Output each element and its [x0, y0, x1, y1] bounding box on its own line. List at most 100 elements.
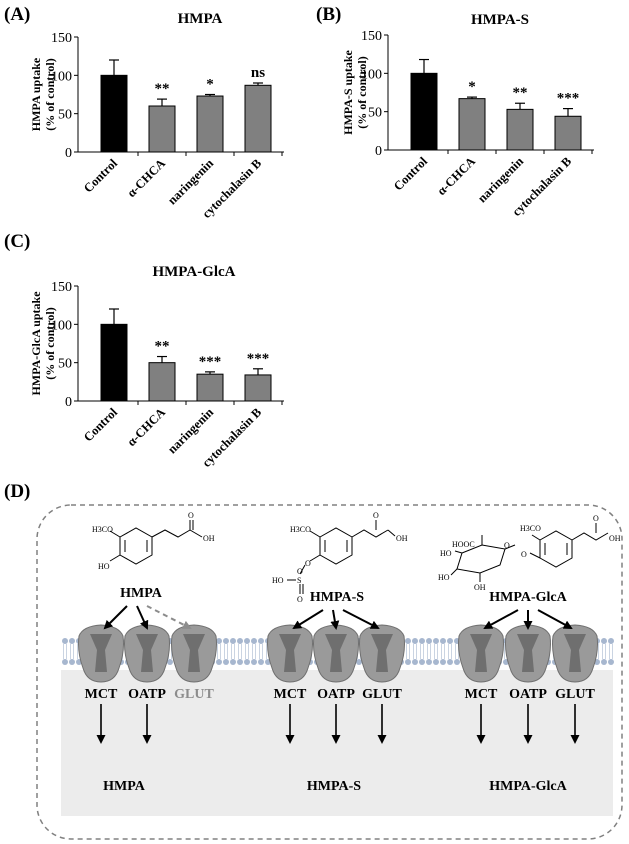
- lipid-head: [447, 638, 453, 644]
- transporter-glut: [359, 624, 405, 683]
- transporter-channel: [90, 634, 112, 672]
- transport-arrows: [96, 605, 580, 744]
- hmpa-s-name: HMPA-S: [310, 590, 364, 605]
- transporter-labels: MCT OATP GLUT MCT OATP GLUT MCT OATP GLUT: [85, 687, 596, 702]
- bar: [148, 362, 176, 402]
- bar: [100, 323, 128, 402]
- significance-label: *: [468, 79, 476, 95]
- chart-hmpa-glca: HMPA-GlcA 0 50 100 150 HMPA-GlcA uptake (% of …: [29, 264, 284, 470]
- lipid-head: [230, 659, 236, 665]
- significance-label: ns: [251, 65, 265, 81]
- lipid-head: [433, 638, 439, 644]
- hmpa-glca-label-ho2: HO: [438, 573, 450, 582]
- hmpa-glca-label-o-ring: O: [504, 541, 510, 550]
- significance-label: **: [155, 339, 170, 355]
- y-axis-label-units: (% of control): [43, 307, 57, 379]
- panel-label-d: (D): [4, 481, 30, 502]
- significance-label: ***: [199, 354, 222, 370]
- lipid-head: [230, 638, 236, 644]
- hmpa-glca-label-oh2: OH: [609, 534, 621, 543]
- transporter-channel: [564, 634, 586, 672]
- significance-label: ***: [247, 351, 270, 367]
- lipid-head: [69, 638, 75, 644]
- hmpa-s-label-s: S: [297, 576, 301, 585]
- transporter-channel: [183, 634, 205, 672]
- hmpa-structure: [109, 520, 203, 565]
- hmpa-label-och3: H3CO: [92, 525, 113, 534]
- lipid-head: [608, 659, 614, 665]
- transporter-label: GLUT: [555, 687, 595, 702]
- transporter-oatp: [313, 624, 359, 683]
- bar: [148, 105, 176, 153]
- lipid-head: [167, 659, 173, 665]
- lipid-head: [258, 638, 264, 644]
- x-tick-label: α-CHCA: [124, 405, 168, 449]
- hmpa-s-label-o2: O: [297, 595, 303, 604]
- lipid-head: [433, 659, 439, 665]
- transporter-channel: [136, 634, 158, 672]
- hmpa-s-structure: [287, 520, 396, 594]
- y-tick-label: 0: [65, 395, 72, 410]
- hmpa-glca-label-oh: OH: [474, 583, 486, 592]
- lipid-head: [405, 659, 411, 665]
- x-tick-label: α-CHCA: [124, 156, 168, 200]
- hmpa-glca-label-och3: H3CO: [520, 524, 541, 533]
- hmpa-s-label-och3: H3CO: [290, 525, 311, 534]
- hmpa-label-oh: OH: [203, 534, 215, 543]
- bar: [244, 84, 272, 153]
- significance-label: ***: [557, 91, 580, 107]
- transporter-label: OATP: [509, 687, 547, 702]
- hmpa-glca-label-o-link: O: [521, 550, 527, 559]
- chart-title: HMPA-S: [471, 12, 529, 28]
- lipid-head: [69, 659, 75, 665]
- y-tick-label: 100: [361, 67, 382, 82]
- lipid-head: [356, 659, 362, 665]
- significance-label: **: [513, 85, 528, 101]
- lipid-head: [405, 638, 411, 644]
- lipid-head: [440, 659, 446, 665]
- bar: [506, 108, 534, 151]
- uptake-arrow: [330, 609, 340, 630]
- y-tick-label: 150: [361, 29, 382, 44]
- transporter-label: OATP: [317, 687, 355, 702]
- transport-diagram: H3CO HO O OH HMPA H3CO O S HO O O O OH H…: [36, 504, 623, 840]
- chart-hmpa-s: HMPA-S 0 50 100 150 HMPA-S uptake (% of contro…: [341, 12, 594, 219]
- hmpa-s-label-ho: HO: [272, 576, 284, 585]
- lipid-head: [419, 638, 425, 644]
- transporter-oatp: [124, 624, 170, 683]
- x-tick-label: naringenin: [165, 405, 216, 456]
- lipid-head: [608, 638, 614, 644]
- transporter-channel: [325, 634, 347, 672]
- panel-label-c: (C): [4, 231, 30, 252]
- transporter-label: MCT: [85, 687, 118, 702]
- lipid-head: [412, 659, 418, 665]
- uptake-arrow: [483, 609, 519, 629]
- transporter-label: GLUT: [174, 687, 214, 702]
- lipid-head: [440, 638, 446, 644]
- lipid-head: [601, 659, 607, 665]
- bar: [196, 373, 224, 402]
- bar: [554, 115, 582, 151]
- y-tick-label: 50: [368, 106, 382, 121]
- lipid-head: [251, 638, 257, 644]
- transporter-label: MCT: [465, 687, 498, 702]
- bar: [100, 74, 128, 153]
- transporter-mct: [267, 624, 313, 683]
- hmpa-glca-label-hooc: HOOC: [452, 540, 475, 549]
- bar: [410, 72, 438, 151]
- lipid-head: [412, 638, 418, 644]
- y-tick-label: 50: [58, 108, 72, 123]
- transporter-oatp: [505, 624, 551, 683]
- hmpa-s-label-o-bridge: O: [305, 559, 311, 568]
- lipid-head: [223, 659, 229, 665]
- hmpa-glca-name: HMPA-GlcA: [489, 590, 567, 605]
- chart-title: HMPA: [178, 11, 223, 27]
- transporter-label: MCT: [274, 687, 307, 702]
- hmpa-label-o: O: [188, 511, 194, 520]
- chart-title: HMPA-GlcA: [152, 264, 235, 280]
- uptake-arrow: [292, 609, 324, 630]
- lipid-head: [601, 638, 607, 644]
- lipid-head: [251, 659, 257, 665]
- transporter-channel: [371, 634, 393, 672]
- hmpa-glca-label-ho1: HO: [440, 549, 452, 558]
